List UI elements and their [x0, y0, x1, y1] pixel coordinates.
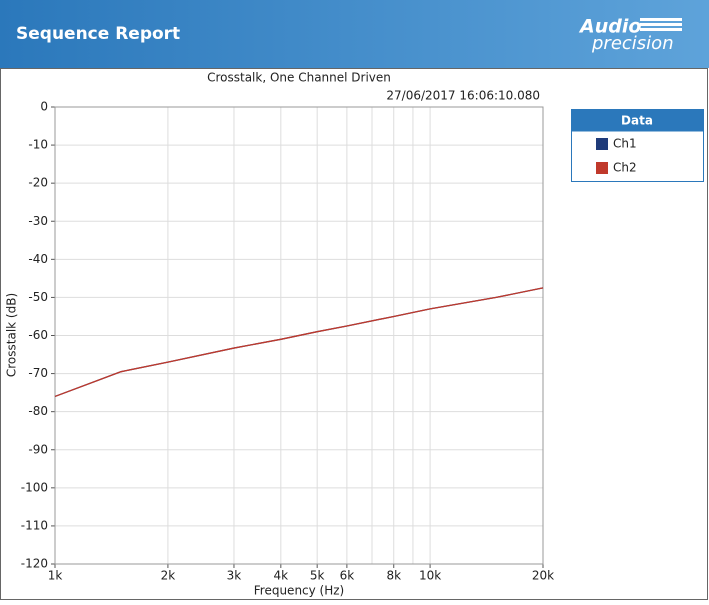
x-tick-label: 8k	[386, 569, 401, 583]
x-tick-label: 20k	[532, 569, 554, 583]
y-tick-label: -90	[28, 442, 48, 456]
x-tick-label: 4k	[274, 569, 289, 583]
y-tick-label: -100	[21, 480, 48, 494]
y-tick-label: -60	[28, 328, 48, 342]
y-tick-label: -40	[28, 252, 48, 266]
y-tick-label: -50	[28, 290, 48, 304]
chart-title: Crosstalk, One Channel Driven	[207, 71, 391, 85]
y-tick-label: -110	[21, 518, 48, 532]
legend-header	[571, 109, 704, 132]
x-tick-label: 5k	[310, 569, 325, 583]
y-tick-label: -10	[28, 138, 48, 152]
data-line	[54, 287, 544, 398]
y-tick-label: -120	[21, 557, 48, 571]
legend-title: Data	[621, 114, 653, 128]
legend-swatch	[596, 162, 608, 174]
logo-text: Audio	[578, 16, 641, 38]
x-tick-label: 2k	[161, 569, 176, 583]
legend-label: Ch1	[613, 137, 637, 151]
header-bar	[0, 0, 709, 68]
plot-border	[54, 106, 544, 565]
x-tick-label: 3k	[227, 569, 242, 583]
x-axis-label: Frequency (Hz)	[254, 584, 345, 598]
x-tick-label: 1k	[48, 569, 63, 583]
frame	[0, 68, 708, 600]
legend-swatch	[596, 138, 608, 150]
logo-bars	[640, 18, 682, 31]
y-tick-label: 0	[40, 100, 48, 114]
header-title: Sequence Report	[16, 24, 180, 44]
y-tick-label: -20	[28, 176, 48, 190]
x-tick-label: 10k	[419, 569, 441, 583]
y-axis-label: Crosstalk (dB)	[5, 293, 19, 377]
logo-text: precision	[591, 33, 674, 54]
y-tick-label: -80	[28, 404, 48, 418]
legend-label: Ch2	[613, 161, 637, 175]
y-tick-label: -70	[28, 366, 48, 380]
x-tick-label: 6k	[340, 569, 355, 583]
y-tick-label: -30	[28, 214, 48, 228]
chart-subtitle: 27/06/2017 16:06:10.080	[386, 89, 540, 103]
